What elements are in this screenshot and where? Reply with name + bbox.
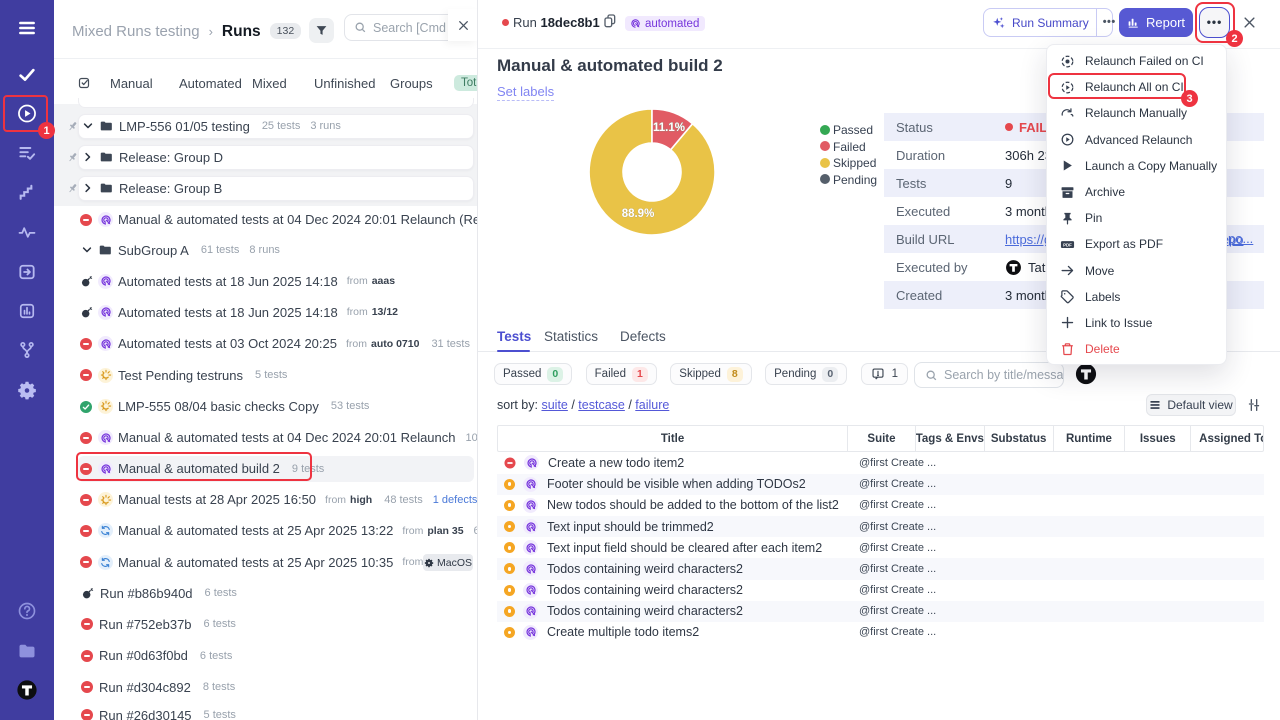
svg-text:PDF: PDF — [1063, 242, 1072, 247]
svg-text:88.9%: 88.9% — [622, 208, 655, 220]
svg-text:11.1%: 11.1% — [653, 122, 685, 134]
